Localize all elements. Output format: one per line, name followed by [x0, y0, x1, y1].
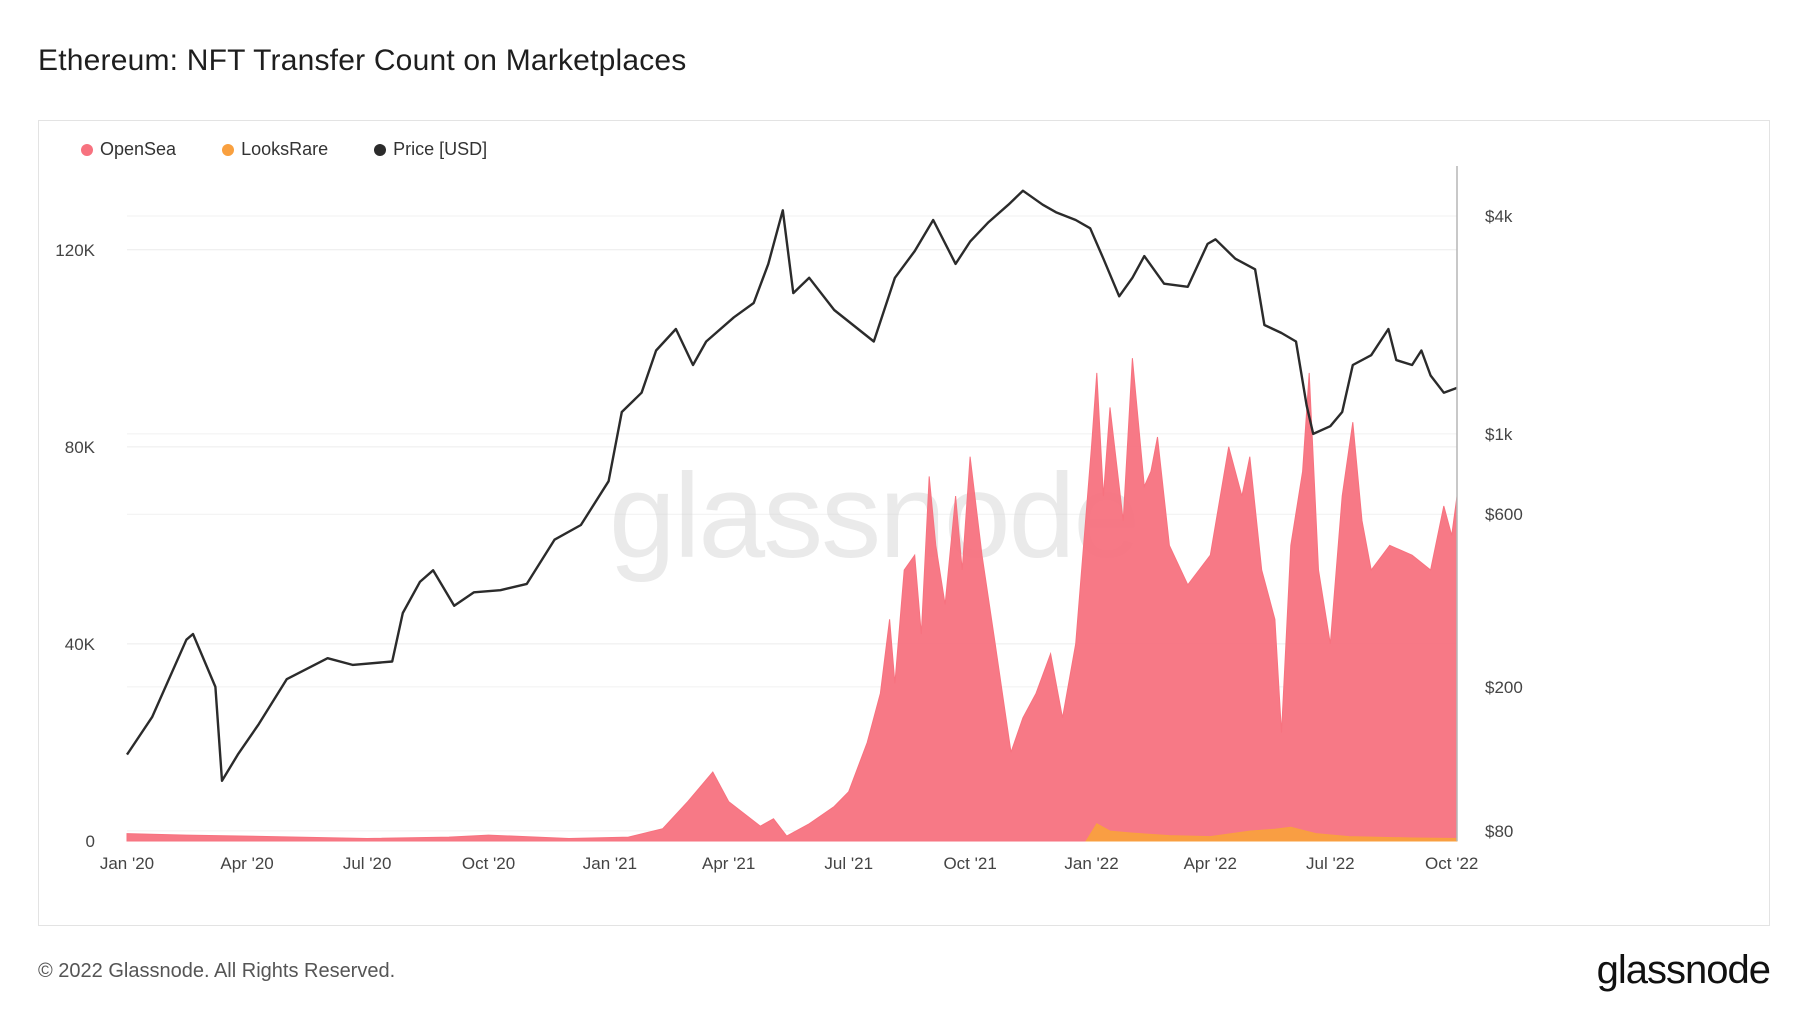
x-tick-label: Jan '22	[1064, 854, 1118, 873]
axes: 0 40K 80K 120K $80 $200 $600 $1k $4k Jan '20 Apr '…	[55, 166, 1523, 873]
x-tick-label: Jan '20	[100, 854, 154, 873]
y-right-tick-label: $600	[1485, 505, 1523, 524]
chart-svg[interactable]: glassnode 0 40K 80K 120K $80 $200 $600 $1k $4k Ja…	[39, 121, 1771, 927]
x-tick-label: Apr '21	[702, 854, 755, 873]
y-left-tick-label: 40K	[65, 635, 96, 654]
legend-item-looksrare[interactable]: LooksRare	[222, 139, 328, 160]
glassnode-logo: glassnode	[1596, 948, 1771, 992]
y-left-tick-label: 0	[86, 832, 95, 851]
x-tick-label: Oct '21	[943, 854, 996, 873]
y-right-tick-label: $200	[1485, 678, 1523, 697]
y-right-tick-label: $1k	[1485, 425, 1513, 444]
x-tick-label: Jul '20	[343, 854, 392, 873]
chart-legend: OpenSea LooksRare Price [USD]	[81, 139, 487, 160]
line-price-usd	[126, 189, 1458, 782]
legend-dot-looksrare	[222, 143, 235, 156]
footer-copyright: © 2022 Glassnode. All Rights Reserved.	[38, 960, 396, 982]
page-title: Ethereum: NFT Transfer Count on Marketpl…	[38, 44, 687, 77]
legend-label-opensea: OpenSea	[100, 139, 177, 159]
legend-dot-opensea	[81, 143, 93, 156]
y-right-tick-label: $80	[1485, 822, 1513, 841]
x-tick-label: Jul '22	[1306, 854, 1355, 873]
y-right-tick-label: $4k	[1485, 207, 1513, 226]
area-opensea	[126, 358, 1458, 842]
chart-panel: OpenSea LooksRare Price [USD] glassnode …	[38, 120, 1770, 926]
watermark: glassnode	[609, 449, 1138, 583]
legend-label-price: Price [USD]	[393, 139, 488, 159]
y-left-tick-label: 80K	[65, 438, 96, 457]
area-looksrare	[1085, 823, 1458, 842]
x-tick-label: Oct '20	[462, 854, 515, 873]
y-left-tick-label: 120K	[55, 241, 95, 260]
legend-label-looksrare: LooksRare	[241, 139, 329, 159]
x-tick-label: Apr '20	[220, 854, 273, 873]
x-tick-label: Jul '21	[824, 854, 873, 873]
x-tick-label: Oct '22	[1425, 854, 1478, 873]
legend-item-price[interactable]: Price [USD]	[374, 139, 487, 160]
x-tick-label: Jan '21	[583, 854, 637, 873]
x-tick-label: Apr '22	[1184, 854, 1237, 873]
legend-item-opensea[interactable]: OpenSea	[81, 139, 176, 160]
legend-dot-price	[374, 143, 387, 156]
line-series	[126, 189, 1458, 782]
area-series	[126, 358, 1458, 842]
